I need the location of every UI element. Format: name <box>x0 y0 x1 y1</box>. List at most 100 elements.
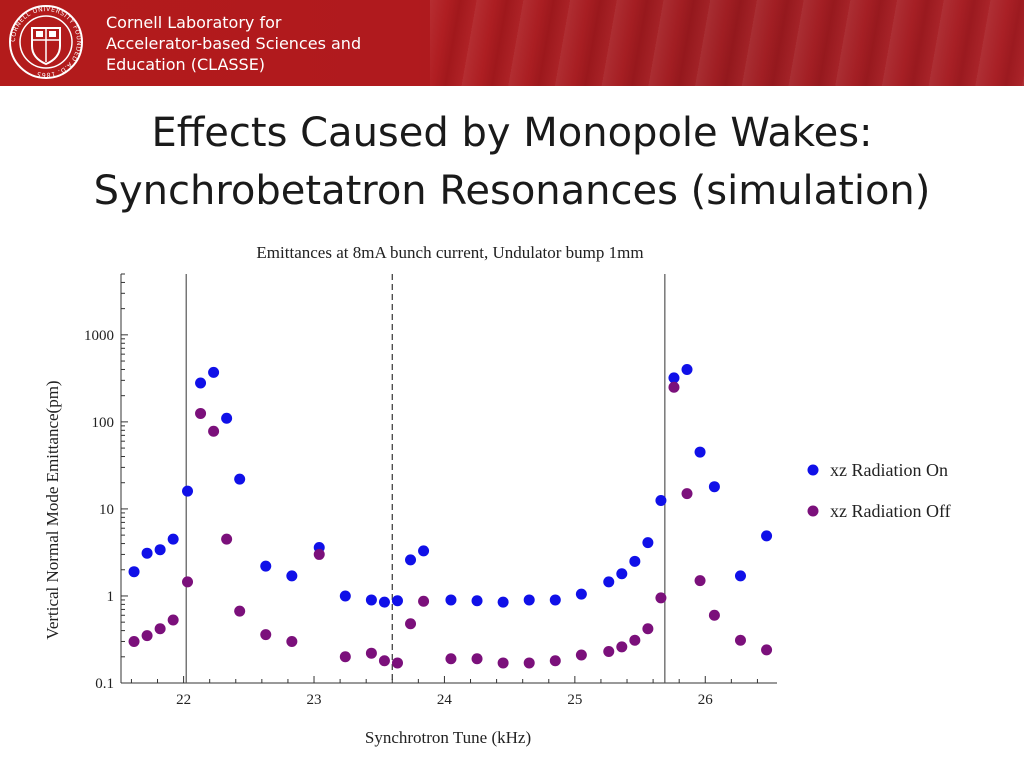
legend-label: xz Radiation On <box>830 460 948 480</box>
data-point <box>339 651 351 663</box>
data-point <box>734 634 746 646</box>
data-point <box>141 630 153 642</box>
data-point <box>195 407 207 419</box>
data-point <box>391 657 403 669</box>
data-points <box>128 363 773 669</box>
data-point <box>365 594 377 606</box>
data-point <box>221 412 233 424</box>
x-axis-label: Synchrotron Tune (kHz) <box>365 728 531 747</box>
data-point <box>167 533 179 545</box>
data-point <box>694 575 706 587</box>
x-tick-label: 25 <box>567 692 582 708</box>
plot-axes: 22 23 24 25 26 0.1 1 10 100 1000 <box>84 273 777 708</box>
data-point <box>405 554 417 566</box>
banner-photo <box>430 0 1024 86</box>
data-point <box>575 649 587 661</box>
data-point <box>629 555 641 567</box>
data-point <box>575 588 587 600</box>
data-point <box>195 377 207 389</box>
data-point <box>668 372 680 384</box>
data-point <box>128 566 140 578</box>
data-point <box>681 488 693 500</box>
data-point <box>260 629 272 641</box>
data-point <box>708 609 720 621</box>
data-point <box>378 596 390 608</box>
data-point <box>234 605 246 617</box>
data-point <box>260 560 272 572</box>
x-tick-label: 24 <box>437 692 453 708</box>
data-point <box>694 446 706 458</box>
data-point <box>603 576 615 588</box>
y-tick-label: 0.1 <box>95 676 114 692</box>
data-point <box>668 381 680 393</box>
data-point <box>286 635 298 647</box>
data-point <box>141 547 153 559</box>
data-point <box>497 657 509 669</box>
data-point <box>221 533 233 545</box>
data-point <box>154 623 166 635</box>
data-point <box>497 596 509 608</box>
y-axis-label: Vertical Normal Mode Emittance(pm) <box>43 380 62 639</box>
data-point <box>234 473 246 485</box>
data-point <box>681 363 693 375</box>
data-point <box>523 657 535 669</box>
series-1 <box>128 363 773 608</box>
data-point <box>549 594 561 606</box>
slide-title-line: Synchrobetatron Resonances (simulation) <box>93 168 931 214</box>
header-banner: CORNELL UNIVERSITY FOUNDED A.D. 1865 Cor… <box>0 0 1024 86</box>
slide-title-line: Effects Caused by Monopole Wakes: <box>151 110 873 156</box>
chart-legend: xz Radiation On xz Radiation Off <box>807 460 951 521</box>
data-point <box>549 655 561 667</box>
data-point <box>128 635 140 647</box>
data-point <box>418 595 430 607</box>
x-tick-label: 26 <box>698 692 714 708</box>
data-point <box>182 576 194 588</box>
data-point <box>378 655 390 667</box>
data-point <box>734 570 746 582</box>
data-point <box>208 366 220 378</box>
data-point <box>761 644 773 656</box>
data-point <box>418 545 430 557</box>
cornell-seal-logo: CORNELL UNIVERSITY FOUNDED A.D. 1865 <box>9 5 83 79</box>
reference-lines <box>185 274 666 683</box>
series-2 <box>128 381 773 669</box>
data-point <box>208 425 220 437</box>
data-point <box>616 641 628 653</box>
y-tick-label: 100 <box>92 415 115 431</box>
legend-marker <box>807 464 819 476</box>
organization-name-line: Education (CLASSE) <box>106 55 266 74</box>
data-point <box>445 594 457 606</box>
data-point <box>286 570 298 582</box>
data-point <box>471 595 483 607</box>
chart-title: Emittances at 8mA bunch current, Undulat… <box>256 243 643 262</box>
data-point <box>445 653 457 665</box>
data-point <box>629 634 641 646</box>
organization-name-line: Cornell Laboratory for <box>106 13 282 32</box>
data-point <box>616 568 628 580</box>
y-tick-label: 1 <box>107 589 115 605</box>
x-tick-label: 22 <box>176 692 191 708</box>
organization-name: Cornell Laboratory for Accelerator-based… <box>106 12 361 75</box>
legend-marker <box>807 505 819 517</box>
legend-label: xz Radiation Off <box>830 501 951 521</box>
organization-name-line: Accelerator-based Sciences and <box>106 34 362 53</box>
x-tick-label: 23 <box>307 692 322 708</box>
data-point <box>655 592 667 604</box>
data-point <box>405 618 417 630</box>
data-point <box>154 544 166 556</box>
data-point <box>642 623 654 635</box>
slide-title: Effects Caused by Monopole Wakes: Synchr… <box>0 104 1024 220</box>
data-point <box>313 548 325 560</box>
data-point <box>655 494 667 506</box>
data-point <box>339 590 351 602</box>
data-point <box>642 537 654 549</box>
data-point <box>761 530 773 542</box>
y-tick-label: 10 <box>99 502 114 518</box>
data-point <box>471 653 483 665</box>
data-point <box>365 647 377 659</box>
data-point <box>167 614 179 626</box>
y-tick-label: 1000 <box>84 328 114 344</box>
data-point <box>391 595 403 607</box>
data-point <box>708 481 720 493</box>
data-point <box>603 646 615 658</box>
